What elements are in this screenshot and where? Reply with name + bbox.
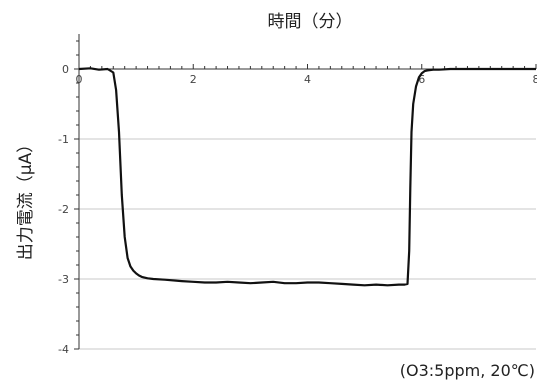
- y-tick-label: -3: [58, 273, 69, 286]
- y-tick-label: 0: [62, 63, 69, 76]
- chart-title: 時間（分）: [268, 12, 353, 32]
- x-tick-label: 8: [533, 73, 537, 86]
- series-line: [78, 67, 536, 287]
- x-tick-label: 4: [304, 73, 311, 86]
- y-tick-label: -1: [58, 133, 69, 146]
- x-tick-label: 0: [76, 73, 83, 86]
- x-tick-label: 6: [418, 73, 425, 86]
- x-tick-label: 2: [190, 73, 197, 86]
- y-tick-label: -2: [58, 203, 69, 216]
- condition-annotation: (O3:5ppm, 20℃): [400, 361, 535, 380]
- y-tick-label: -4: [58, 343, 69, 356]
- y-axis-label: 出力電流（μA）: [16, 136, 36, 260]
